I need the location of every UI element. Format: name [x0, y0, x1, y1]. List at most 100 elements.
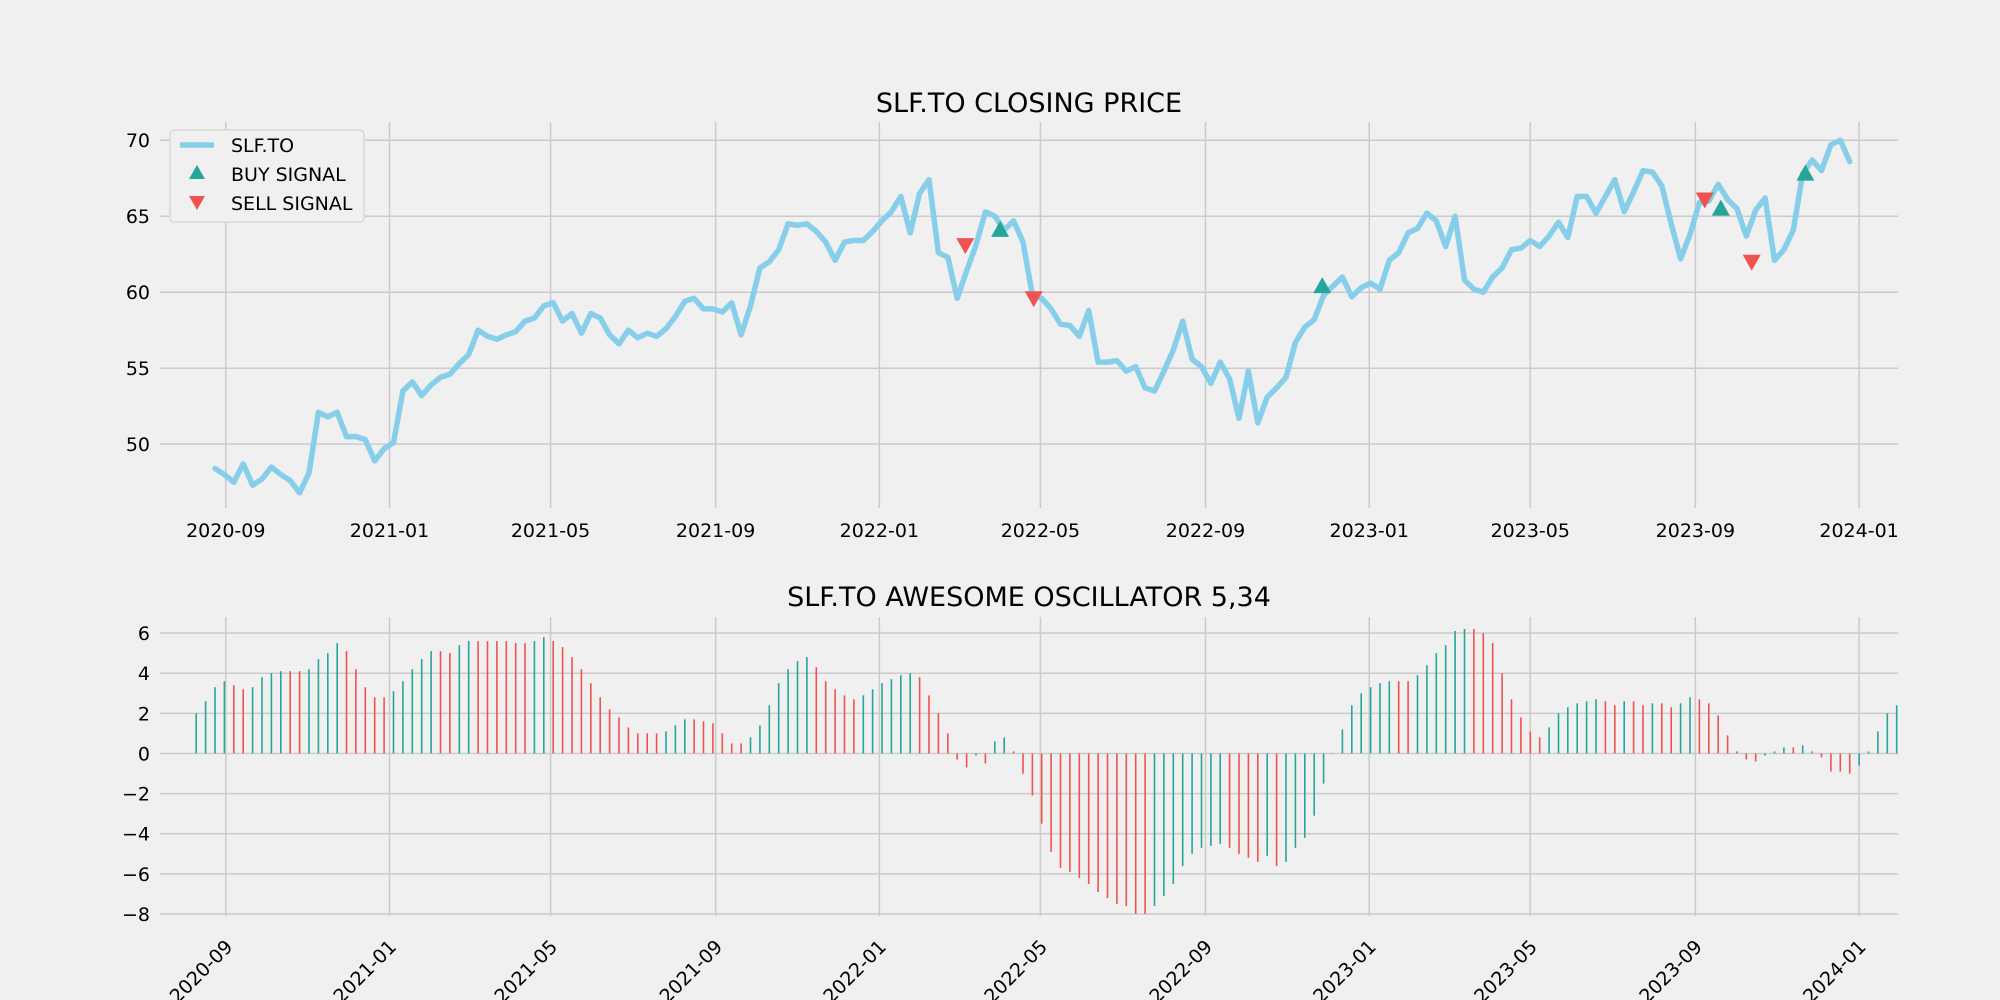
buy-signal-marker: [1796, 164, 1815, 181]
oscillator-bar: [1125, 753, 1128, 906]
oscillator-bar: [1529, 731, 1532, 754]
oscillator-bar: [1585, 701, 1588, 754]
oscillator-bar: [1886, 713, 1889, 754]
legend-buy-label: BUY SIGNAL: [231, 164, 346, 186]
oscillator-bar: [298, 671, 301, 754]
oscillator-bar: [571, 657, 573, 754]
oscillator-bar: [881, 683, 883, 754]
oscillator-bar: [937, 713, 940, 754]
oscillator-y-tick-label: 4: [138, 663, 150, 685]
oscillator-bar: [655, 733, 658, 754]
legend-sell-swatch: [189, 196, 205, 210]
oscillator-bar: [317, 659, 320, 754]
oscillator-bar: [702, 721, 705, 754]
oscillator-x-tick-label: 2022-09: [1145, 936, 1217, 1000]
oscillator-bar: [355, 669, 357, 754]
oscillator-bar: [684, 719, 686, 754]
oscillator-bar: [862, 695, 865, 754]
oscillator-bar: [890, 679, 893, 754]
oscillator-bar: [1614, 705, 1616, 754]
price-chart-title: SLF.TO CLOSING PRICE: [876, 88, 1182, 119]
oscillator-bar: [618, 717, 620, 754]
oscillator-y-tick-label: −8: [122, 904, 150, 926]
oscillator-bar: [1801, 745, 1804, 754]
oscillator-bar: [1247, 753, 1250, 858]
oscillator-bar: [1501, 673, 1503, 754]
oscillator-bar: [1717, 715, 1719, 754]
oscillator-bar: [1397, 681, 1400, 754]
oscillator-bar: [1050, 753, 1052, 852]
oscillator-bar: [1444, 645, 1447, 754]
oscillator-y-tick-label: 0: [138, 743, 150, 765]
oscillator-x-tick-label: 2024-01: [1799, 936, 1871, 1000]
price-x-tick-label: 2024-01: [1819, 520, 1898, 542]
oscillator-bar: [815, 667, 818, 754]
oscillator-bar: [1754, 753, 1757, 762]
oscillator-bar: [965, 753, 968, 768]
oscillator-bar: [524, 643, 526, 754]
oscillator-bar: [505, 641, 508, 754]
oscillator-y-tick-label: −2: [122, 784, 150, 806]
oscillator-x-tick-label: 2021-05: [490, 936, 562, 1000]
oscillator-bar: [1689, 697, 1691, 754]
legend-box: [169, 129, 365, 223]
oscillator-bar: [1877, 731, 1879, 754]
oscillator-bar: [1463, 629, 1466, 754]
oscillator-bar: [383, 697, 385, 754]
oscillator-bar: [561, 647, 564, 754]
oscillator-bar: [759, 725, 761, 754]
oscillator-y-tick-label: −4: [122, 824, 150, 846]
oscillator-bar: [1031, 753, 1034, 796]
oscillator-bar: [214, 687, 216, 754]
oscillator-bar: [590, 683, 592, 754]
oscillator-bar: [843, 695, 846, 754]
oscillator-bar: [223, 681, 226, 754]
oscillator-bar: [1172, 753, 1175, 884]
oscillator-bar: [637, 733, 639, 754]
oscillator-bar: [1679, 703, 1682, 754]
oscillator-bar: [1022, 753, 1024, 774]
oscillator-bar: [1097, 753, 1099, 892]
oscillator-bar: [806, 657, 808, 754]
sell-signal-marker: [1024, 291, 1043, 308]
oscillator-bar: [336, 643, 338, 754]
oscillator-bar: [308, 669, 310, 754]
oscillator-bar: [458, 645, 461, 754]
oscillator-bar: [1567, 707, 1569, 754]
oscillator-bar: [768, 705, 771, 754]
oscillator-bar: [1491, 643, 1494, 754]
price-y-tick-label: 60: [126, 282, 150, 304]
oscillator-bar: [1520, 717, 1522, 754]
price-x-tick-label: 2023-01: [1330, 520, 1409, 542]
oscillator-bar: [1388, 681, 1391, 754]
price-x-tick-label: 2021-09: [676, 520, 755, 542]
oscillator-x-tick-label: 2020-09: [166, 936, 238, 1000]
oscillator-y-tick-label: −6: [122, 864, 150, 886]
oscillator-bar: [1454, 631, 1456, 754]
oscillator-x-tick-label: 2022-05: [980, 936, 1052, 1000]
oscillator-bar: [1294, 753, 1297, 848]
oscillator-bar: [1266, 753, 1268, 856]
price-x-tick-label: 2020-09: [186, 520, 265, 542]
oscillator-bar: [1435, 653, 1438, 754]
oscillator-bar: [1661, 703, 1663, 754]
oscillator-bar: [364, 687, 367, 754]
oscillator-bar: [449, 653, 451, 754]
oscillator-bar: [1012, 751, 1015, 754]
oscillator-bar: [1651, 703, 1654, 754]
oscillator-bar: [1275, 753, 1278, 866]
oscillator-bar: [956, 753, 958, 760]
oscillator-bar: [1369, 687, 1372, 754]
oscillator-bar: [975, 753, 977, 756]
oscillator-bar: [280, 671, 282, 754]
sell-signal-marker: [956, 238, 975, 255]
oscillator-bar: [909, 673, 911, 754]
oscillator-bar: [1726, 735, 1729, 754]
price-y-tick-label: 55: [126, 358, 150, 380]
oscillator-bar: [496, 641, 498, 754]
price-x-tick-label: 2021-01: [350, 520, 429, 542]
oscillator-bar: [1416, 675, 1419, 754]
oscillator-bar: [674, 725, 677, 754]
oscillator-bar: [1360, 693, 1362, 754]
